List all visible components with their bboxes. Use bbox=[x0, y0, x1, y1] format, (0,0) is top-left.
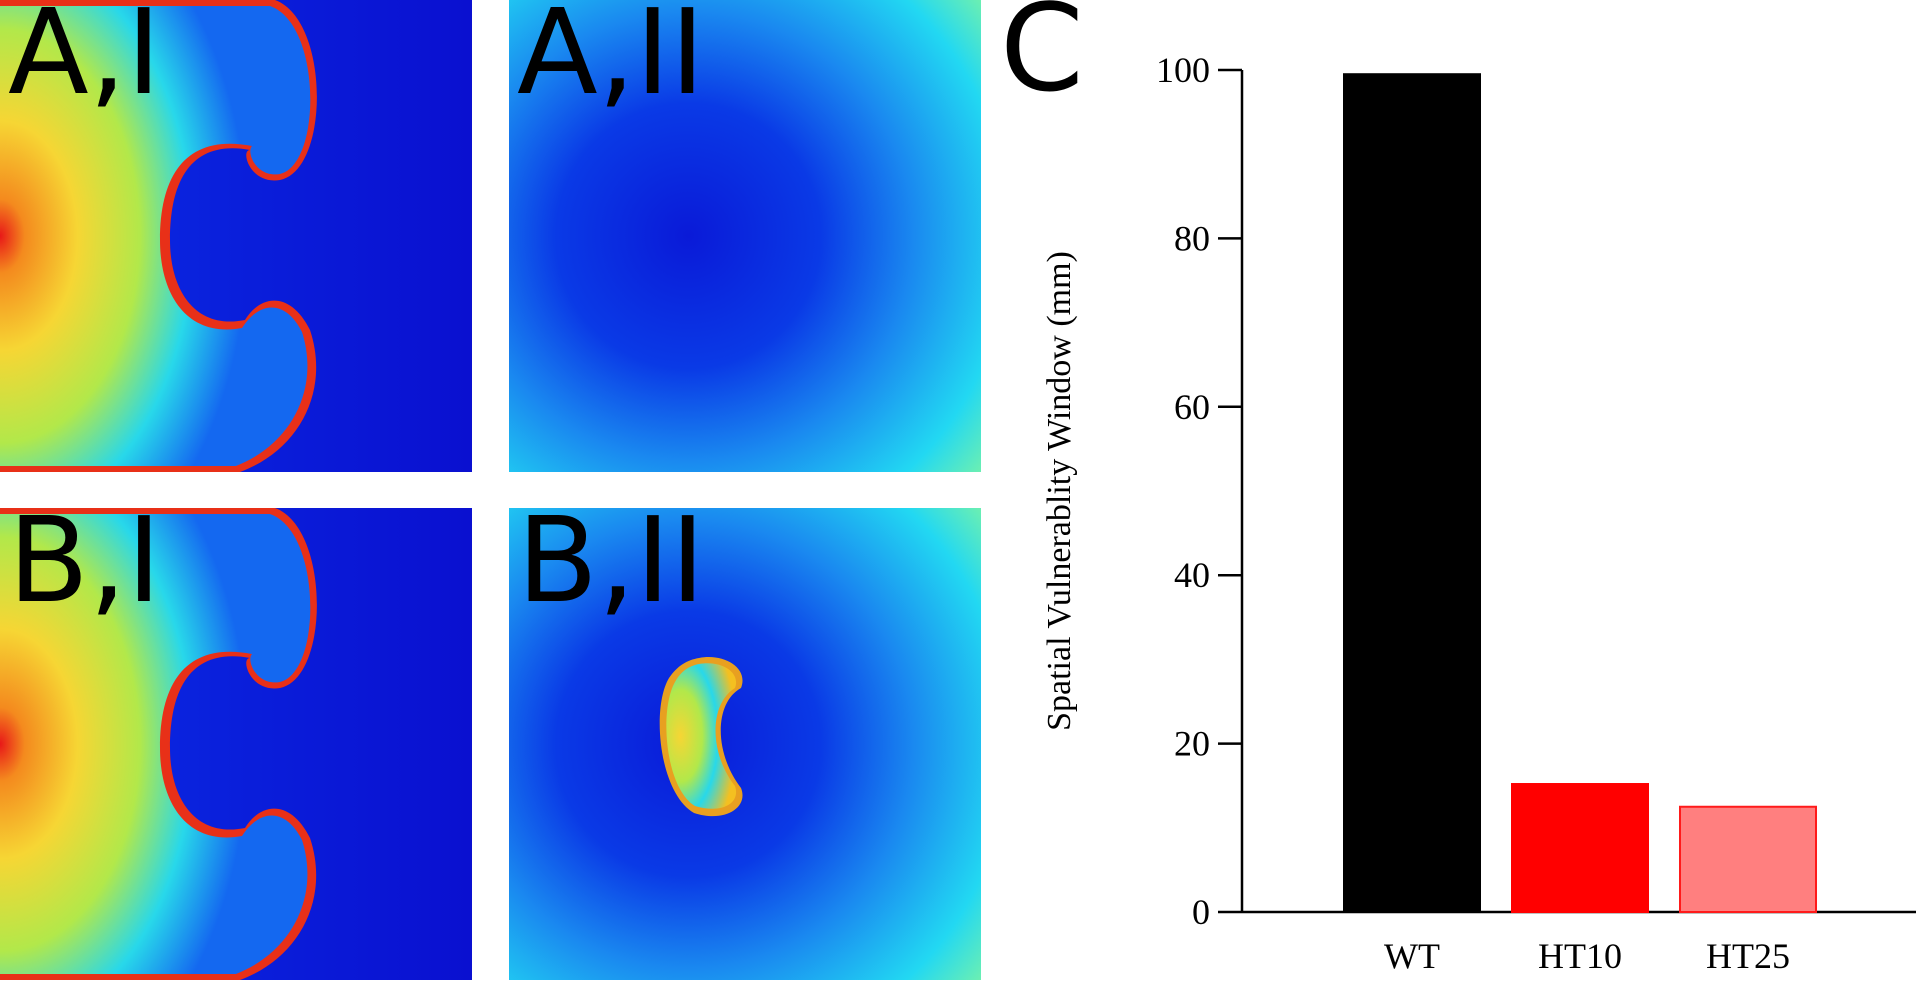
panel-b-i: B,I bbox=[0, 508, 472, 980]
bar-chart: 0 20 40 60 80 100 WT HT10 HT25 Spatial Vulnerab… bbox=[1041, 50, 1916, 976]
panel-label-b-ii: B,II bbox=[517, 508, 706, 629]
simulation-field-a-i bbox=[0, 0, 472, 472]
y-tick-label: 20 bbox=[1174, 724, 1210, 764]
y-tick-label: 60 bbox=[1174, 387, 1210, 427]
chart-bars bbox=[1343, 73, 1817, 913]
panel-b-ii: B,II bbox=[509, 508, 981, 980]
y-tick-label: 40 bbox=[1174, 555, 1210, 595]
panel-label-a-ii: A,II bbox=[517, 0, 705, 121]
x-tick-label: WT bbox=[1384, 936, 1440, 976]
y-tick-label: 80 bbox=[1174, 218, 1210, 258]
panel-label-a-i: A,I bbox=[8, 0, 162, 121]
bar-ht25 bbox=[1679, 805, 1817, 913]
panel-label-c: C bbox=[1000, 0, 1084, 119]
panel-label-b-i: B,I bbox=[8, 508, 162, 629]
y-axis-label: Spatial Vulnerablity Window (mm) bbox=[1041, 251, 1078, 731]
panel-a-ii: A,II bbox=[509, 0, 981, 472]
panel-a-i: A,I bbox=[0, 0, 472, 472]
y-tick-label: 0 bbox=[1192, 892, 1210, 932]
bar-wt bbox=[1343, 73, 1481, 913]
simulation-field-b-ii bbox=[509, 508, 981, 980]
x-tick-label: HT10 bbox=[1538, 936, 1622, 976]
y-tick-label: 100 bbox=[1156, 50, 1210, 90]
simulation-field-a-ii bbox=[509, 0, 981, 472]
bar-ht10 bbox=[1511, 783, 1649, 913]
y-ticks: 0 20 40 60 80 100 bbox=[1156, 50, 1242, 932]
simulation-field-b-i bbox=[0, 508, 472, 980]
x-ticks: WT HT10 HT25 bbox=[1384, 936, 1790, 976]
x-tick-label: HT25 bbox=[1706, 936, 1790, 976]
